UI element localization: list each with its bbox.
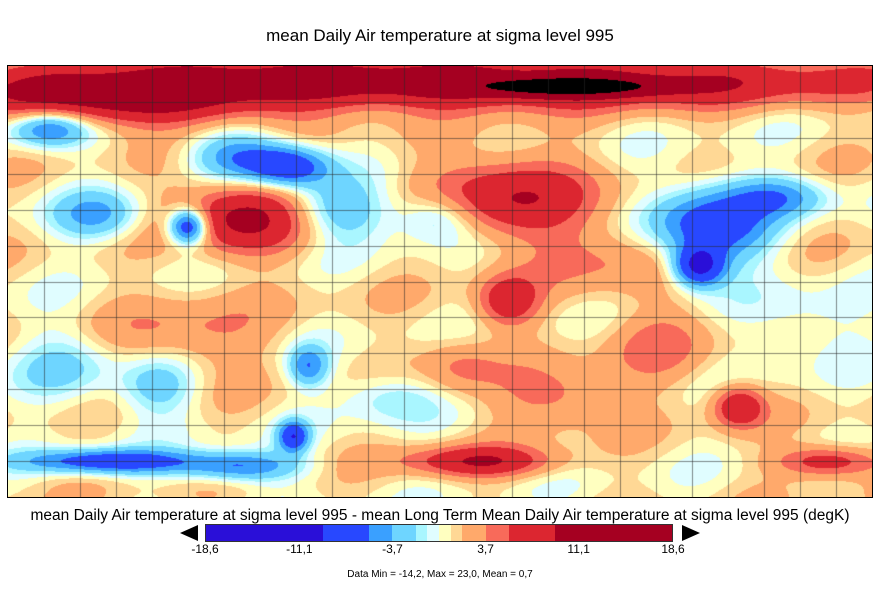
colorbar-segment [462,525,486,541]
data-stats: Data Min = -14,2, Max = 23,0, Mean = 0,7 [347,569,533,580]
colorbar-segment [322,525,370,541]
colorbar-segment [438,525,451,541]
colorbar-tick-label: 18,6 [661,542,685,556]
colorbar-segment [485,525,509,541]
plot-title: mean Daily Air temperature at sigma leve… [266,26,614,45]
colorbar-segment [450,525,463,541]
colorbar-segment [369,525,393,541]
temperature-anomaly-map [7,65,873,498]
colorbar-tick-label: -11,1 [286,542,313,556]
colorbar-tick-label: 11,1 [567,542,590,556]
colorbar-segment [555,525,672,541]
colorbar [205,524,673,542]
colorbar-tick-label: -18,6 [191,542,219,556]
colorbar-segment [427,525,439,541]
anomaly-heatmap [8,66,872,497]
colorbar-segment [415,525,428,541]
colorbar-segment [508,525,556,541]
colorbar-segment [206,525,323,541]
colorbar-min-arrow [180,525,198,541]
colorbar-max-arrow [682,525,700,541]
variable-label: mean Daily Air temperature at sigma leve… [30,507,850,524]
colorbar-segment [392,525,416,541]
colorbar-tick-label: 3,7 [477,542,494,556]
colorbar-tick-label: -3,7 [382,542,403,556]
